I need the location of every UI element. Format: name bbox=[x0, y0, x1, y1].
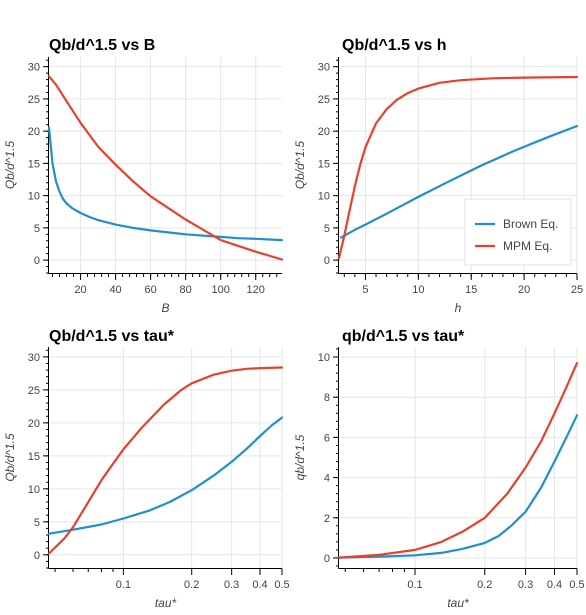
series-line-mpm bbox=[337, 75, 579, 260]
chart-title: Qb/d^1.5 vs tau* bbox=[49, 328, 175, 345]
x-tick-label: 60 bbox=[144, 284, 156, 296]
y-tick-label: 0 bbox=[34, 550, 40, 562]
y-tick-label: 5 bbox=[324, 223, 330, 235]
y-axis-label: Qb/d^1.5 bbox=[3, 141, 17, 190]
series-line-brown bbox=[337, 414, 579, 559]
y-tick-label: 6 bbox=[324, 432, 330, 444]
y-tick-label: 10 bbox=[28, 191, 40, 203]
x-tick-label: 0.1 bbox=[116, 579, 131, 591]
y-axis-label: qb/d^1.5 bbox=[293, 434, 307, 480]
chart-panel-1: Qb/d^1.5 vs B 0 5 10 15 20 25 30 20 40 60 80 100 120 B… bbox=[3, 37, 284, 315]
x-tick-label: 10 bbox=[412, 284, 424, 296]
x-tick-label: 0.4 bbox=[547, 579, 562, 591]
legend-box bbox=[464, 198, 572, 266]
x-axis-label: B bbox=[161, 301, 169, 315]
legend-item-mpm-label: MPM Eq. bbox=[503, 239, 552, 253]
series-line-brown bbox=[47, 416, 284, 535]
x-tick-label: 0.3 bbox=[518, 579, 533, 591]
chart-title: Qb/d^1.5 vs B bbox=[49, 37, 155, 54]
x-tick-label: 15 bbox=[465, 284, 477, 296]
x-tick-label: 25 bbox=[571, 284, 583, 296]
y-tick-label: 20 bbox=[318, 126, 330, 138]
series-line-mpm bbox=[47, 366, 284, 555]
x-tick-label: 40 bbox=[109, 284, 121, 296]
x-tick-label: 0.5 bbox=[569, 579, 584, 591]
x-axis-label: tau* bbox=[155, 596, 177, 610]
y-tick-label: 30 bbox=[318, 62, 330, 74]
y-tick-label: 8 bbox=[324, 392, 330, 404]
y-tick-label: 15 bbox=[28, 158, 40, 170]
y-axis-label: Qb/d^1.5 bbox=[293, 141, 307, 190]
y-tick-label: 25 bbox=[318, 94, 330, 106]
y-tick-label: 30 bbox=[28, 352, 40, 364]
y-tick-label: 10 bbox=[318, 191, 330, 203]
y-tick-label: 0 bbox=[34, 255, 40, 267]
y-tick-label: 0 bbox=[324, 255, 330, 267]
chart-panel-3: Qb/d^1.5 vs tau* 0 5 10 15 20 25 30 0.1 0.2 0.3 0.4… bbox=[3, 328, 290, 610]
x-tick-label: 80 bbox=[180, 284, 192, 296]
chart-panel-4: qb/d^1.5 vs tau* 0 2 4 6 8 10 0.1 0.2 0.3 0.4 0.5 ta… bbox=[293, 328, 585, 610]
x-tick-label: 0.4 bbox=[252, 579, 267, 591]
x-tick-label: 0.1 bbox=[407, 579, 422, 591]
y-tick-label: 2 bbox=[324, 513, 330, 525]
x-axis-label: tau* bbox=[447, 596, 469, 610]
chart-panel-2: Qb/d^1.5 vs h 0 5 10 15 20 25 30 5 10 15 20 25 h Qb/d^… bbox=[293, 37, 583, 315]
chart-title: qb/d^1.5 vs tau* bbox=[342, 328, 465, 345]
series-line-brown bbox=[340, 124, 579, 239]
y-tick-label: 10 bbox=[318, 352, 330, 364]
y-tick-label: 20 bbox=[28, 418, 40, 430]
y-tick-label: 0 bbox=[324, 553, 330, 565]
y-tick-label: 25 bbox=[28, 94, 40, 106]
y-tick-label: 25 bbox=[28, 385, 40, 397]
x-tick-label: 120 bbox=[247, 284, 265, 296]
series-line-mpm bbox=[47, 75, 284, 261]
x-tick-label: 20 bbox=[518, 284, 530, 296]
legend-item-brown-label: Brown Eq. bbox=[503, 217, 558, 231]
x-tick-label: 0.3 bbox=[224, 579, 239, 591]
series-line-brown bbox=[47, 126, 284, 242]
x-tick-label: 5 bbox=[362, 284, 368, 296]
x-tick-label: 0.2 bbox=[184, 579, 199, 591]
series-line-mpm bbox=[337, 362, 579, 559]
x-tick-label: 20 bbox=[74, 284, 86, 296]
y-tick-label: 30 bbox=[28, 62, 40, 74]
y-tick-label: 20 bbox=[28, 126, 40, 138]
y-tick-label: 4 bbox=[324, 473, 330, 485]
x-tick-label: 100 bbox=[212, 284, 230, 296]
y-tick-label: 15 bbox=[318, 158, 330, 170]
x-tick-label: 0.5 bbox=[274, 579, 289, 591]
y-tick-label: 10 bbox=[28, 484, 40, 496]
chart-title: Qb/d^1.5 vs h bbox=[342, 37, 446, 54]
legend: Brown Eq. MPM Eq. bbox=[464, 198, 572, 266]
x-tick-label: 0.2 bbox=[477, 579, 492, 591]
y-tick-label: 15 bbox=[28, 451, 40, 463]
y-tick-label: 5 bbox=[34, 223, 40, 235]
y-tick-label: 5 bbox=[34, 517, 40, 529]
x-axis-label: h bbox=[455, 301, 462, 315]
y-axis-label: Qb/d^1.5 bbox=[3, 433, 17, 482]
